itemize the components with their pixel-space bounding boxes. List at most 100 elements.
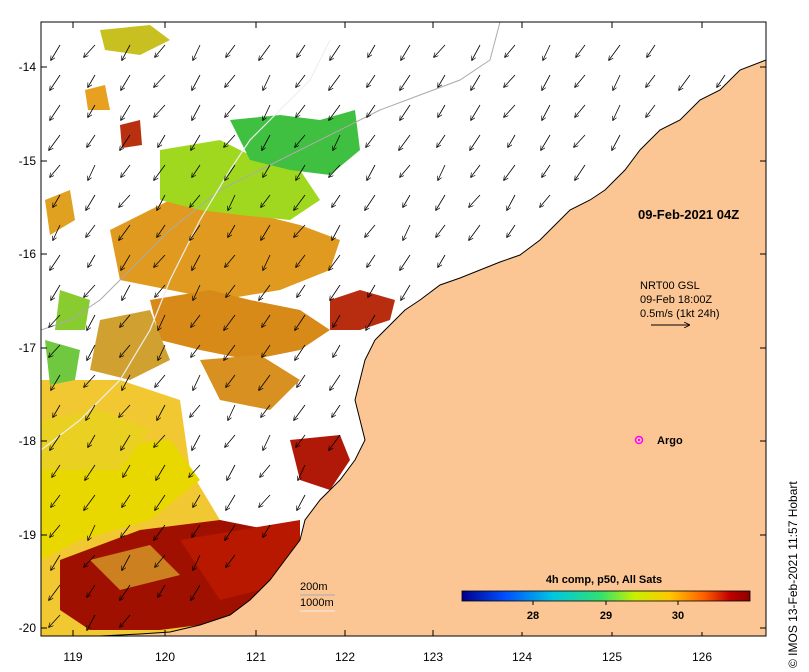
current-arrow <box>192 164 201 177</box>
current-arrow <box>158 134 166 147</box>
current-arrow <box>472 44 481 60</box>
lon-tick-label: 120 <box>155 650 175 664</box>
land-mass <box>100 60 766 636</box>
current-arrow <box>87 344 96 360</box>
current-arrow <box>226 284 236 297</box>
current-arrow <box>296 434 306 447</box>
current-arrow <box>190 404 201 417</box>
current-arrow <box>88 254 96 267</box>
current-arrow <box>53 404 61 417</box>
current-arrow <box>438 164 446 180</box>
current-arrow <box>225 254 236 267</box>
current-arrow <box>294 224 306 237</box>
current-arrow <box>119 224 131 240</box>
current-arrow <box>504 74 516 87</box>
current-arrow <box>191 134 201 150</box>
lat-tick-label: -15 <box>19 154 37 168</box>
current-arrow <box>193 374 201 390</box>
current-arrow <box>261 194 271 207</box>
current-arrow <box>575 164 586 180</box>
current-arrow <box>88 434 96 447</box>
current-arrow <box>228 194 236 210</box>
argo-marker-icon <box>634 435 644 445</box>
current-arrow <box>224 134 236 147</box>
current-arrow <box>49 134 61 150</box>
lon-tick-label: 124 <box>512 650 532 664</box>
current-arrow <box>294 404 306 420</box>
current-arrow <box>507 194 516 210</box>
lon-tick-label: 121 <box>246 650 266 664</box>
current-arrow <box>543 44 551 60</box>
current-arrow <box>193 44 201 60</box>
current-arrow <box>612 134 621 150</box>
current-arrow <box>469 224 481 240</box>
current-arrow <box>88 524 96 540</box>
current-arrow <box>259 494 271 507</box>
current-arrow <box>84 494 96 510</box>
colorbar-title: 4h comp, p50, All Sats <box>546 574 662 586</box>
current-arrow <box>613 104 621 120</box>
current-arrow <box>575 104 586 117</box>
current-arrow <box>157 194 166 210</box>
current-arrow <box>259 284 271 300</box>
current-arrow <box>120 584 131 600</box>
current-arrow <box>260 464 271 477</box>
current-arrow <box>87 134 96 147</box>
current-arrow <box>154 524 166 540</box>
current-arrow <box>438 104 446 117</box>
current-arrow <box>646 74 656 87</box>
current-arrow <box>508 134 516 147</box>
current-arrow <box>121 524 131 537</box>
current-arrow <box>87 614 96 630</box>
lat-tick-label: -20 <box>19 621 37 635</box>
current-arrow <box>400 104 411 120</box>
current-arrow <box>296 104 306 117</box>
current-arrow <box>85 464 96 480</box>
current-arrow <box>49 344 61 357</box>
current-arrow <box>542 104 551 120</box>
current-arrow <box>298 464 306 480</box>
current-arrow <box>225 74 236 87</box>
colorbar: 4h comp, p50, All Sats 28 29 30 <box>455 572 760 632</box>
current-arrow <box>121 254 131 270</box>
current-arrow <box>155 284 166 297</box>
current-arrow <box>471 74 481 90</box>
current-arrow <box>333 134 341 150</box>
current-arrow <box>192 524 201 537</box>
current-arrow <box>329 434 341 450</box>
current-arrow <box>123 464 131 477</box>
bathy-legend-200m: 200m <box>300 581 328 593</box>
current-arrow <box>192 254 201 270</box>
current-arrow <box>365 224 376 237</box>
current-arrow <box>329 74 341 90</box>
current-arrow <box>333 344 341 357</box>
current-arrow <box>434 44 446 57</box>
current-arrow <box>262 344 271 357</box>
current-arrow <box>225 434 236 447</box>
current-arrow <box>261 224 271 240</box>
current-arrow <box>193 494 201 507</box>
colorbar-tick: 28 <box>527 610 539 622</box>
current-arrow <box>88 164 96 180</box>
current-arrow <box>224 314 236 330</box>
current-arrow <box>191 584 201 600</box>
current-arrow <box>259 374 271 390</box>
argo-label: Argo <box>657 435 683 447</box>
current-info-line3: 0.5m/s (1kt 24h) <box>640 308 719 320</box>
current-arrow <box>50 164 61 177</box>
current-arrow <box>224 344 236 360</box>
current-arrow <box>329 254 341 270</box>
current-arrow <box>297 284 306 297</box>
current-arrow <box>120 314 131 327</box>
current-arrow <box>332 404 341 417</box>
current-arrow <box>225 104 236 117</box>
current-arrow <box>296 164 306 180</box>
current-arrow <box>367 104 376 117</box>
current-arrow <box>51 554 61 570</box>
current-arrow <box>226 44 236 57</box>
bathy-legend-1000m: 1000m <box>300 597 334 609</box>
current-arrow <box>471 104 481 120</box>
current-arrow <box>84 554 96 567</box>
current-arrow <box>400 254 411 270</box>
current-arrow <box>193 554 201 570</box>
